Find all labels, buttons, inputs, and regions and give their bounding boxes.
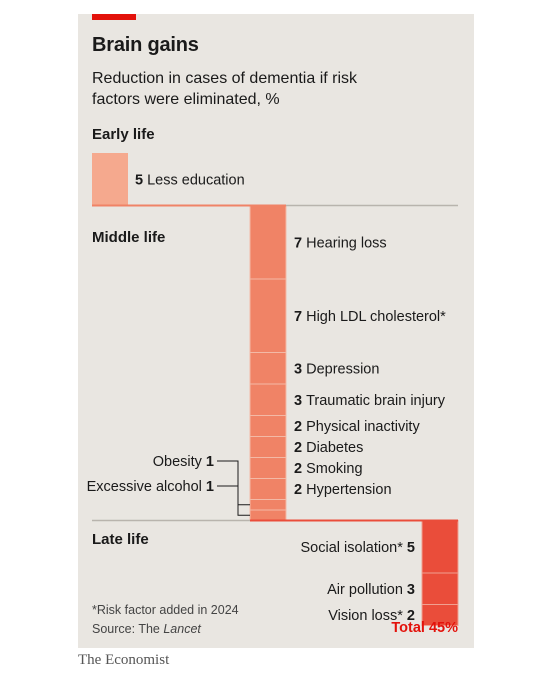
bar-label-traumatic-brain-injury: 3 Traumatic brain injury: [294, 393, 446, 409]
bar-label-air-pollution: Air pollution 3: [327, 582, 415, 598]
bar-depression: [249, 352, 287, 385]
bar-diabetes: [249, 436, 287, 458]
leader-line-excessive-alcohol: [217, 485, 250, 516]
bar-label-hearing-loss: 7 Hearing loss: [294, 235, 387, 251]
bar-label-obesity: Obesity 1: [153, 454, 214, 470]
bar-label-social-isolation: Social isolation* 5: [301, 540, 415, 556]
bar-label-excessive-alcohol: Excessive alcohol 1: [87, 479, 214, 495]
footnote: *Risk factor added in 2024: [92, 603, 239, 617]
bar-label-vision-loss: Vision loss* 2: [328, 608, 415, 624]
bar-high-ldl-cholesterol: [249, 278, 287, 353]
bar-hearing-loss: [249, 205, 287, 280]
total-label: Total 45%: [391, 620, 458, 636]
bar-label-depression: 3 Depression: [294, 361, 379, 377]
bar-label-less-education: 5 Less education: [135, 172, 245, 188]
source-prefix: Source: The: [92, 622, 160, 636]
bar-vision-loss: [421, 604, 459, 626]
bar-label-hypertension: 2 Hypertension: [294, 482, 392, 498]
leader-line-obesity: [217, 460, 250, 506]
chart-title: Brain gains: [92, 34, 199, 56]
bar-less-education: [92, 153, 128, 206]
bar-hypertension: [249, 478, 287, 500]
bar-traumatic-brain-injury: [249, 383, 287, 416]
bar-label-smoking: 2 Smoking: [294, 461, 363, 477]
section-label-early-life: Early life: [92, 126, 155, 143]
bar-physical-inactivity: [249, 415, 287, 437]
bar-label-diabetes: 2 Diabetes: [294, 440, 363, 456]
bar-label-high-ldl-cholesterol: 7 High LDL cholesterol*: [294, 309, 446, 325]
bar-label-physical-inactivity: 2 Physical inactivity: [294, 419, 420, 435]
publisher-logo: The Economist: [78, 652, 170, 668]
source-line: Source: The Lancet: [92, 622, 201, 636]
chart-subtitle: Reduction in cases of dementia if risk f…: [92, 70, 358, 108]
section-label-late-life: Late life: [92, 531, 149, 548]
accent-bar: [92, 14, 136, 20]
bar-smoking: [249, 457, 287, 479]
bar-air-pollution: [421, 572, 459, 605]
bar-obesity: [249, 499, 287, 511]
bar-excessive-alcohol: [249, 509, 287, 521]
source-name: Lancet: [163, 622, 201, 636]
section-label-middle-life: Middle life: [92, 229, 166, 246]
bar-social-isolation: [421, 520, 459, 574]
